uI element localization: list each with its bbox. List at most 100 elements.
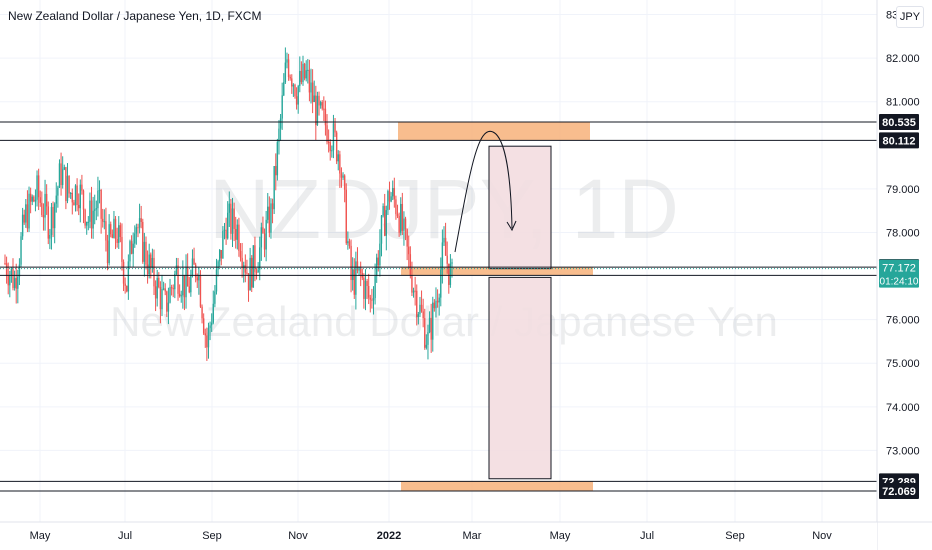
candle-body xyxy=(177,265,179,294)
candle-body xyxy=(15,278,17,289)
candle-body xyxy=(215,269,218,292)
candle-body xyxy=(281,95,283,119)
candle-body xyxy=(335,132,338,162)
candle-body xyxy=(283,82,285,96)
candle-body xyxy=(382,206,384,216)
candle-body xyxy=(340,173,343,178)
candle-body xyxy=(162,288,165,290)
candle-body xyxy=(92,210,94,229)
candle-body xyxy=(369,297,371,300)
candle-body xyxy=(47,206,49,239)
candle-body xyxy=(73,202,75,206)
candle-body xyxy=(86,222,88,226)
candle-body xyxy=(76,185,78,205)
candle-body xyxy=(350,245,352,281)
candle-body xyxy=(342,175,344,178)
candle-body xyxy=(435,300,437,309)
x-tick-label: Nov xyxy=(288,530,308,542)
candle-body xyxy=(351,269,354,281)
candle-body xyxy=(400,203,402,233)
candle-body xyxy=(343,175,346,190)
candle-body xyxy=(135,227,138,234)
candle-body xyxy=(50,206,53,235)
candle-body xyxy=(84,209,86,226)
candle-body xyxy=(319,102,322,106)
target-boxes[interactable] xyxy=(488,145,552,480)
horizontal-levels[interactable] xyxy=(0,121,877,492)
candle-body xyxy=(326,125,328,142)
candle-body xyxy=(121,236,123,262)
candle-body xyxy=(287,59,290,78)
candle-body xyxy=(217,261,219,270)
candle-body xyxy=(34,199,37,202)
candle-body xyxy=(100,190,102,219)
last-price-tag: 77.172 01:24:10 xyxy=(879,259,919,288)
candle-body xyxy=(239,251,242,258)
target-box[interactable] xyxy=(488,276,552,480)
candle-body xyxy=(194,264,197,278)
candle-body xyxy=(57,187,59,196)
candle-body xyxy=(235,229,237,240)
time-axis[interactable]: May Jul Sep Nov 2022 Mar May Jul Sep Nov xyxy=(0,521,932,550)
candle-body xyxy=(374,276,376,299)
candle-body xyxy=(337,154,339,162)
candle-body xyxy=(142,221,144,262)
candle-body xyxy=(307,69,309,71)
candle-body xyxy=(356,261,359,271)
candle-body xyxy=(315,95,317,126)
candle-body xyxy=(233,208,235,230)
candle-body xyxy=(204,333,206,336)
candle-body xyxy=(26,204,29,229)
candle-body xyxy=(358,266,360,271)
candle-body xyxy=(186,267,189,287)
y-tick-label: 75.000 xyxy=(886,358,920,370)
candle-body xyxy=(244,265,247,273)
candle-body xyxy=(150,254,152,268)
candle-body xyxy=(323,108,325,110)
candle-body xyxy=(105,221,107,241)
zone-rect[interactable] xyxy=(398,122,590,141)
candle-body xyxy=(436,300,439,303)
supply-demand-zones[interactable] xyxy=(398,122,593,491)
candle-body xyxy=(13,278,16,288)
candle-body xyxy=(223,229,226,231)
candle-body xyxy=(236,224,239,240)
candle-body xyxy=(180,295,182,297)
projection-arrow[interactable] xyxy=(454,130,513,253)
candle-body xyxy=(132,243,134,254)
candle-body xyxy=(409,254,412,275)
candle-body xyxy=(395,199,397,215)
candle-body xyxy=(23,214,25,223)
x-tick-label: Jul xyxy=(640,530,654,542)
candle-body xyxy=(420,304,423,312)
candle-body xyxy=(388,191,391,202)
candle-body xyxy=(327,141,330,143)
x-tick-label: Jul xyxy=(118,530,132,542)
candle-body xyxy=(385,210,388,236)
y-tick-label: 78.000 xyxy=(886,227,920,239)
price-axis[interactable]: 83 82.000 81.000 79.000 78.000 76.000 75.000 74… xyxy=(876,0,932,550)
candle-body xyxy=(143,241,146,262)
candle-body xyxy=(89,200,91,222)
candle-body xyxy=(246,272,248,274)
currency-button[interactable]: JPY xyxy=(896,6,924,28)
candle-body xyxy=(377,257,380,266)
candle-body xyxy=(146,264,149,275)
candle-body xyxy=(392,188,394,197)
zone-rect[interactable] xyxy=(401,481,593,491)
candle-body xyxy=(207,328,210,348)
candle-body xyxy=(438,297,440,303)
candle-body xyxy=(145,241,147,265)
candle-body xyxy=(449,263,452,285)
candle-body xyxy=(137,227,139,229)
candle-body xyxy=(379,243,381,266)
target-box[interactable] xyxy=(488,145,552,270)
svg-text:01:24:10: 01:24:10 xyxy=(880,277,919,288)
candle-body xyxy=(153,257,155,287)
candle-body xyxy=(126,285,128,292)
candle-body xyxy=(41,202,43,216)
candle-body xyxy=(5,263,8,276)
zone-rect[interactable] xyxy=(401,267,593,276)
candle-body xyxy=(138,218,141,228)
